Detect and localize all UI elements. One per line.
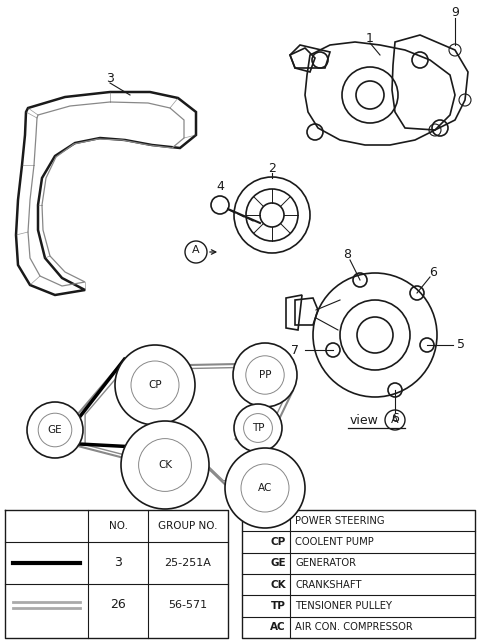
Text: A: A — [391, 415, 399, 425]
Text: A: A — [192, 245, 200, 255]
Circle shape — [115, 345, 195, 425]
Text: TP: TP — [271, 601, 286, 611]
Text: 25-251A: 25-251A — [165, 558, 211, 568]
Circle shape — [225, 448, 305, 528]
Text: PP: PP — [259, 370, 271, 380]
Circle shape — [233, 343, 297, 407]
Text: 7: 7 — [291, 344, 299, 356]
Circle shape — [234, 404, 282, 452]
Text: 56-571: 56-571 — [168, 600, 207, 610]
Text: GE: GE — [270, 558, 286, 569]
Text: TP: TP — [252, 423, 264, 433]
Text: CP: CP — [271, 537, 286, 547]
Text: TENSIONER PULLEY: TENSIONER PULLEY — [295, 601, 392, 611]
Text: 5: 5 — [457, 338, 465, 351]
Text: GROUP NO.: GROUP NO. — [158, 521, 218, 531]
Text: 4: 4 — [216, 179, 224, 192]
Text: 26: 26 — [110, 599, 126, 612]
Text: 6: 6 — [391, 413, 399, 426]
Text: CK: CK — [158, 460, 172, 470]
Text: 3: 3 — [106, 72, 114, 85]
Text: 6: 6 — [429, 267, 437, 279]
Text: 2: 2 — [268, 162, 276, 174]
Text: view: view — [350, 413, 379, 426]
Text: GE: GE — [48, 425, 62, 435]
Circle shape — [27, 402, 83, 458]
Text: AIR CON. COMPRESSOR: AIR CON. COMPRESSOR — [295, 622, 413, 632]
Text: AC: AC — [258, 483, 272, 493]
Text: 3: 3 — [114, 556, 122, 569]
Text: PP: PP — [271, 515, 286, 526]
Text: CP: CP — [148, 380, 162, 390]
Text: CRANKSHAFT: CRANKSHAFT — [295, 579, 361, 590]
Text: GENERATOR: GENERATOR — [295, 558, 356, 569]
Text: 8: 8 — [343, 249, 351, 262]
Text: 9: 9 — [451, 6, 459, 19]
Text: COOLENT PUMP: COOLENT PUMP — [295, 537, 374, 547]
Text: POWER STEERING: POWER STEERING — [295, 515, 384, 526]
Text: CK: CK — [270, 579, 286, 590]
Text: 1: 1 — [366, 31, 374, 44]
Text: AC: AC — [270, 622, 286, 632]
Text: NO.: NO. — [108, 521, 128, 531]
Circle shape — [121, 421, 209, 509]
